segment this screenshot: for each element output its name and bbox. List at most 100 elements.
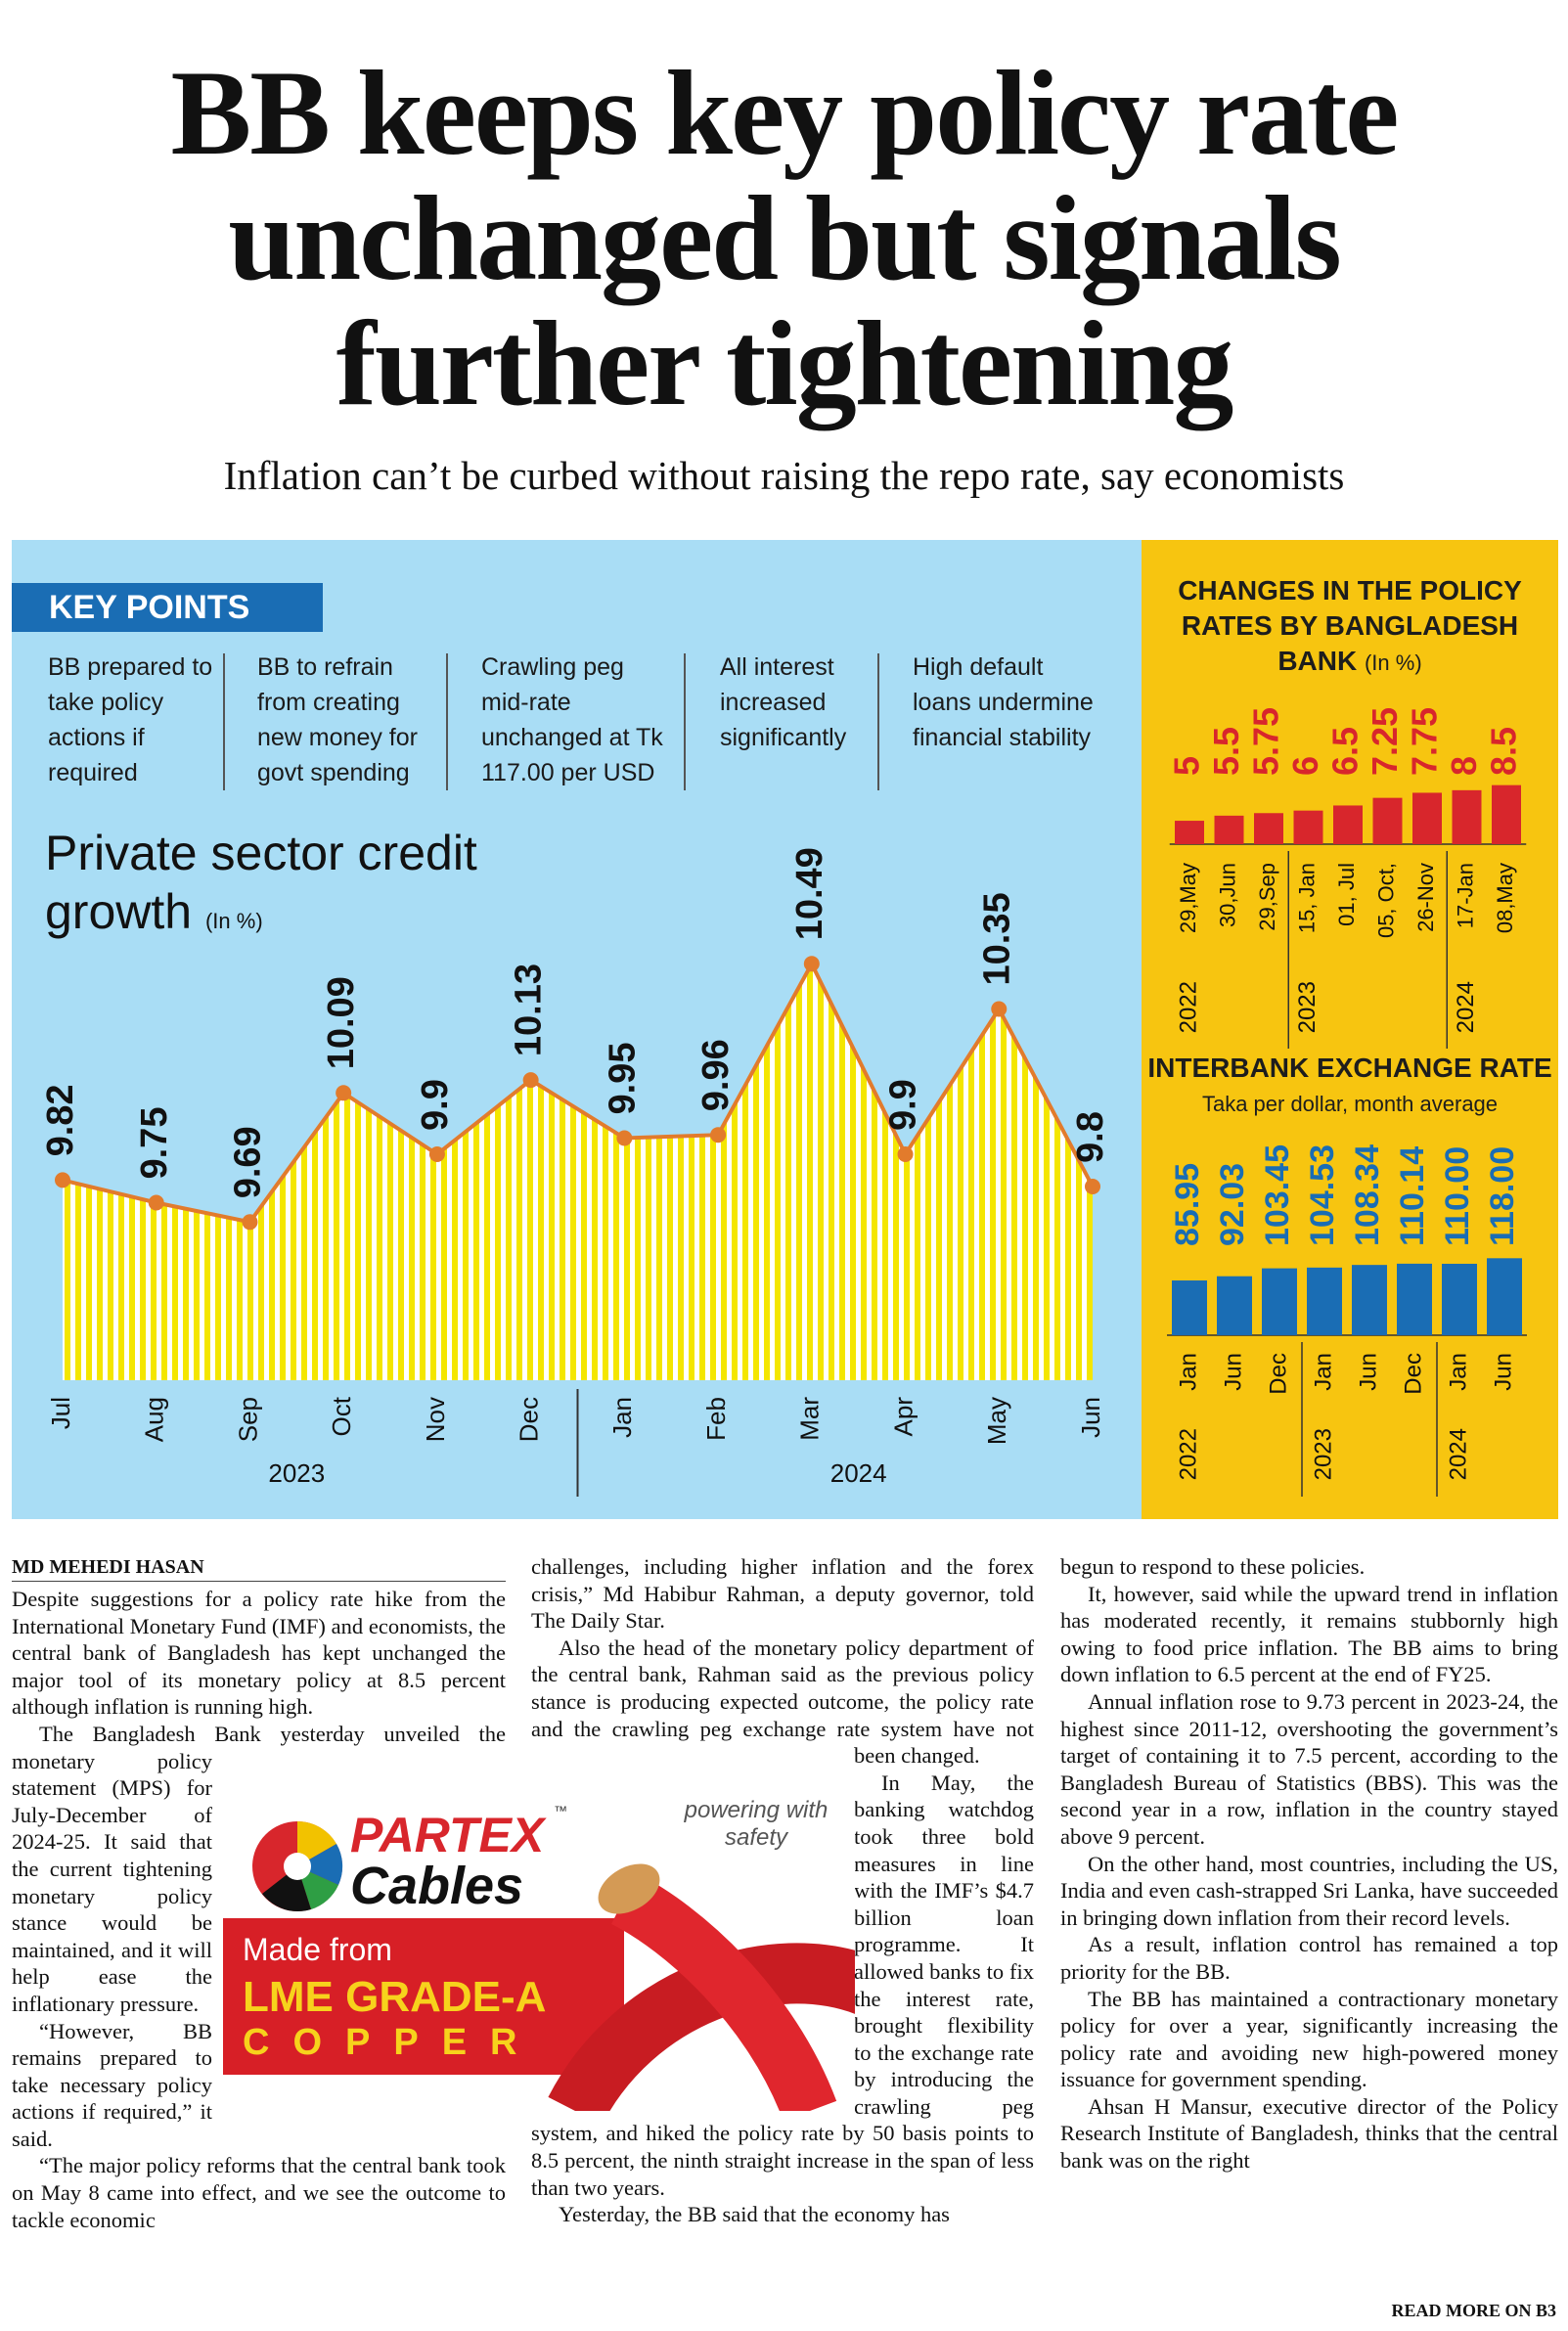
paragraph: It, however, said while the upward trend… [1060, 1581, 1558, 1687]
x-tick-label: Feb [701, 1397, 731, 1441]
x-tick-label: Jun [1076, 1397, 1105, 1438]
headline-line: unchanged but signals [228, 171, 1341, 305]
data-label: 9.96 [695, 1039, 737, 1111]
key-point: All interest increased significantly [720, 653, 847, 751]
data-label: 10.09 [321, 976, 362, 1069]
x-tick-label: Mar [795, 1397, 825, 1441]
chart-title: INTERBANK EXCHANGE RATE [1147, 1053, 1552, 1083]
ad-text: Made from [243, 1932, 392, 1967]
x-tick-label: 29,May [1176, 863, 1200, 933]
x-tick-label: Jul [46, 1397, 75, 1429]
cable [610, 1873, 837, 2111]
chart-unit: (In %) [204, 909, 263, 933]
article-column: begun to respond to these policies. It, … [1060, 1553, 1558, 2174]
subheadline: Inflation can’t be curbed without raisin… [223, 453, 1345, 498]
separator [446, 653, 448, 790]
data-label: 110.00 [1439, 1146, 1476, 1246]
marker [428, 1146, 445, 1162]
group-label: 2023 [1294, 981, 1321, 1033]
marker [1085, 1179, 1100, 1194]
data-label: 6 [1285, 756, 1325, 776]
data-label: 104.53 [1304, 1144, 1341, 1246]
chart-title: CHANGES IN THE POLICY RATES BY BANGLADES… [1146, 573, 1553, 681]
key-point: High default loans undermine financial s… [913, 653, 1094, 751]
marker [897, 1146, 914, 1162]
separator [223, 653, 225, 790]
bar [1487, 1258, 1522, 1335]
paragraph: Despite suggestions for a policy rate hi… [12, 1587, 506, 1720]
paragraph: begun to respond to these policies. [1060, 1554, 1366, 1579]
group-label: 2023 [268, 1458, 325, 1488]
ad-graphics [223, 1820, 855, 2111]
x-tick-label: Dec [1265, 1353, 1291, 1395]
article-column: MD MEHEDI HASAN Despite suggestions for … [12, 1553, 506, 2233]
data-label: 7.75 [1405, 707, 1445, 776]
x-tick-label: Aug [140, 1397, 169, 1442]
data-label: 118.00 [1484, 1146, 1521, 1246]
group-label: 2024 [1453, 981, 1479, 1033]
separator [877, 653, 879, 790]
bar [1254, 813, 1283, 844]
data-label: 9.82 [40, 1084, 81, 1156]
ad-trademark: ™ [554, 1803, 567, 1818]
ad-product: Cables [350, 1857, 524, 1915]
bar [1452, 789, 1482, 844]
paragraph: Yesterday, the BB said that the economy … [559, 2202, 950, 2227]
marker [242, 1214, 258, 1231]
line [62, 959, 1095, 1225]
data-label: 9.75 [134, 1107, 175, 1180]
bar [1172, 1280, 1207, 1335]
x-tick-label: Dec [515, 1397, 544, 1442]
chart-unit: (In %) [1364, 650, 1422, 675]
panel-yellow [1142, 540, 1558, 1519]
bar [1333, 805, 1363, 844]
logo-segment [297, 1844, 343, 1885]
chart-subtitle: Taka per dollar, month average [1201, 1092, 1499, 1116]
group-label: 2022 [1175, 1428, 1201, 1480]
group-label: 2024 [830, 1458, 887, 1488]
advertisement[interactable]: PARTEX ™ Cables powering with safety Mad… [223, 1781, 855, 2111]
area [63, 964, 1093, 1380]
bar [1492, 784, 1521, 844]
marker [336, 1085, 352, 1101]
x-tick-label: Jan [1310, 1353, 1336, 1391]
chart-title: Private sector credit growth (In %) [45, 824, 593, 951]
bar [1293, 810, 1323, 844]
data-label: 103.45 [1259, 1144, 1296, 1246]
marker [522, 1072, 539, 1089]
data-label: 9.9 [415, 1079, 456, 1131]
data-label: 9.8 [1070, 1111, 1111, 1163]
read-more: READ MORE ON B3 [1391, 2301, 1556, 2320]
paragraph: “However, BB remains prepared to take ne… [12, 2018, 212, 2151]
x-tick-label: 15, Jan [1294, 863, 1319, 933]
bar [1442, 1263, 1477, 1335]
paragraph: In May, the banking watchdog took three … [531, 1770, 1034, 2200]
bar [1412, 792, 1442, 844]
x-tick-label: Jan [1445, 1353, 1471, 1391]
x-tick-label: May [982, 1397, 1011, 1445]
x-tick-label: Jun [1490, 1353, 1516, 1391]
data-label: 85.95 [1169, 1163, 1206, 1246]
key-point: Crawling peg mid-rate unchanged at Tk 11… [481, 653, 663, 786]
bar [1397, 1263, 1432, 1335]
bar [1372, 797, 1403, 844]
group-label: 2024 [1445, 1428, 1471, 1480]
logo-center [284, 1853, 311, 1880]
paragraph: Annual inflation rose to 9.73 percent in… [1060, 1688, 1558, 1849]
separator [684, 653, 686, 790]
x-tick-label: Nov [421, 1397, 450, 1442]
bar [1307, 1267, 1342, 1335]
data-label: 6.5 [1325, 727, 1366, 776]
data-label: 8.5 [1484, 727, 1524, 776]
ad-text: LME GRADE-A [243, 1973, 547, 2021]
x-tick-label: 08,May [1493, 863, 1517, 933]
article-column: challenges, including higher inflation a… [531, 1553, 1034, 2228]
paragraph: challenges, including higher inflation a… [531, 1554, 1034, 1634]
data-label: 5 [1167, 756, 1207, 776]
key-points-label: KEY POINTS [12, 583, 323, 632]
x-tick-label: Jun [1220, 1353, 1246, 1391]
paragraph: The BB has maintained a contractionary m… [1060, 1986, 1558, 2092]
x-tick-label: 05, Oct, [1373, 863, 1398, 938]
bar [1214, 815, 1244, 844]
byline: MD MEHEDI HASAN [12, 1553, 506, 1582]
